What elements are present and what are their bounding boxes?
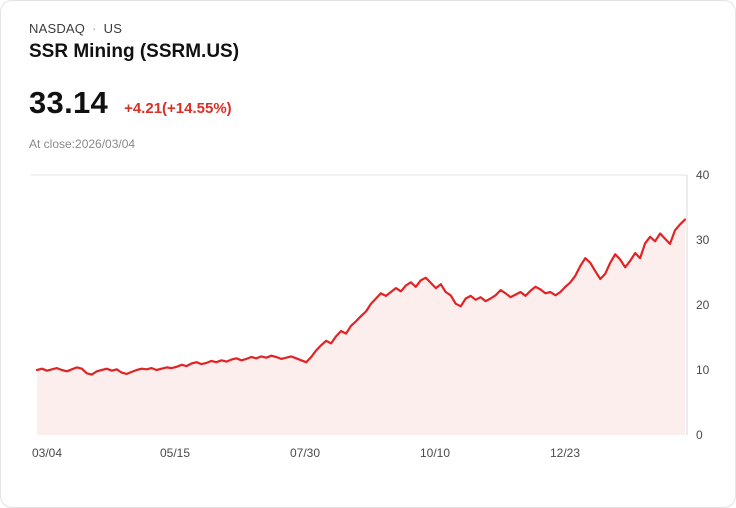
quote-header: NASDAQ · US SSR Mining (SSRM.US) 33.14 +… [29,21,239,151]
y-tick-label: 30 [696,233,710,247]
region-label: US [103,21,123,36]
at-close-label: At close:2026/03/04 [29,137,136,151]
stock-title: SSR Mining (SSRM.US) [29,41,240,62]
price-chart-canvas [31,174,688,435]
area-fill [37,219,685,435]
x-tick-label: 07/30 [289,446,321,460]
x-tick-label: 10/10 [419,446,451,460]
y-tick-label: 40 [696,168,710,182]
price-row: 33.14 +4.21(+14.55%) [29,85,239,121]
exchange-row: NASDAQ · US [29,21,239,36]
price-line [35,218,687,376]
exchange-label: NASDAQ [29,21,86,36]
price-change: +4.21(+14.55%) [124,100,232,117]
y-tick-label: 0 [696,428,703,442]
y-tick-label: 20 [696,298,710,312]
price-chart: 40 30 20 10 0 03/04 05/15 07/30 10/10 12… [1,163,735,503]
price-value: 33.14 [29,85,109,120]
x-tick-label: 03/04 [31,446,63,460]
x-tick-label: 12/23 [549,446,581,460]
y-tick-label: 10 [696,363,710,377]
x-tick-label: 05/15 [159,446,191,460]
separator-dot: · [92,21,97,36]
